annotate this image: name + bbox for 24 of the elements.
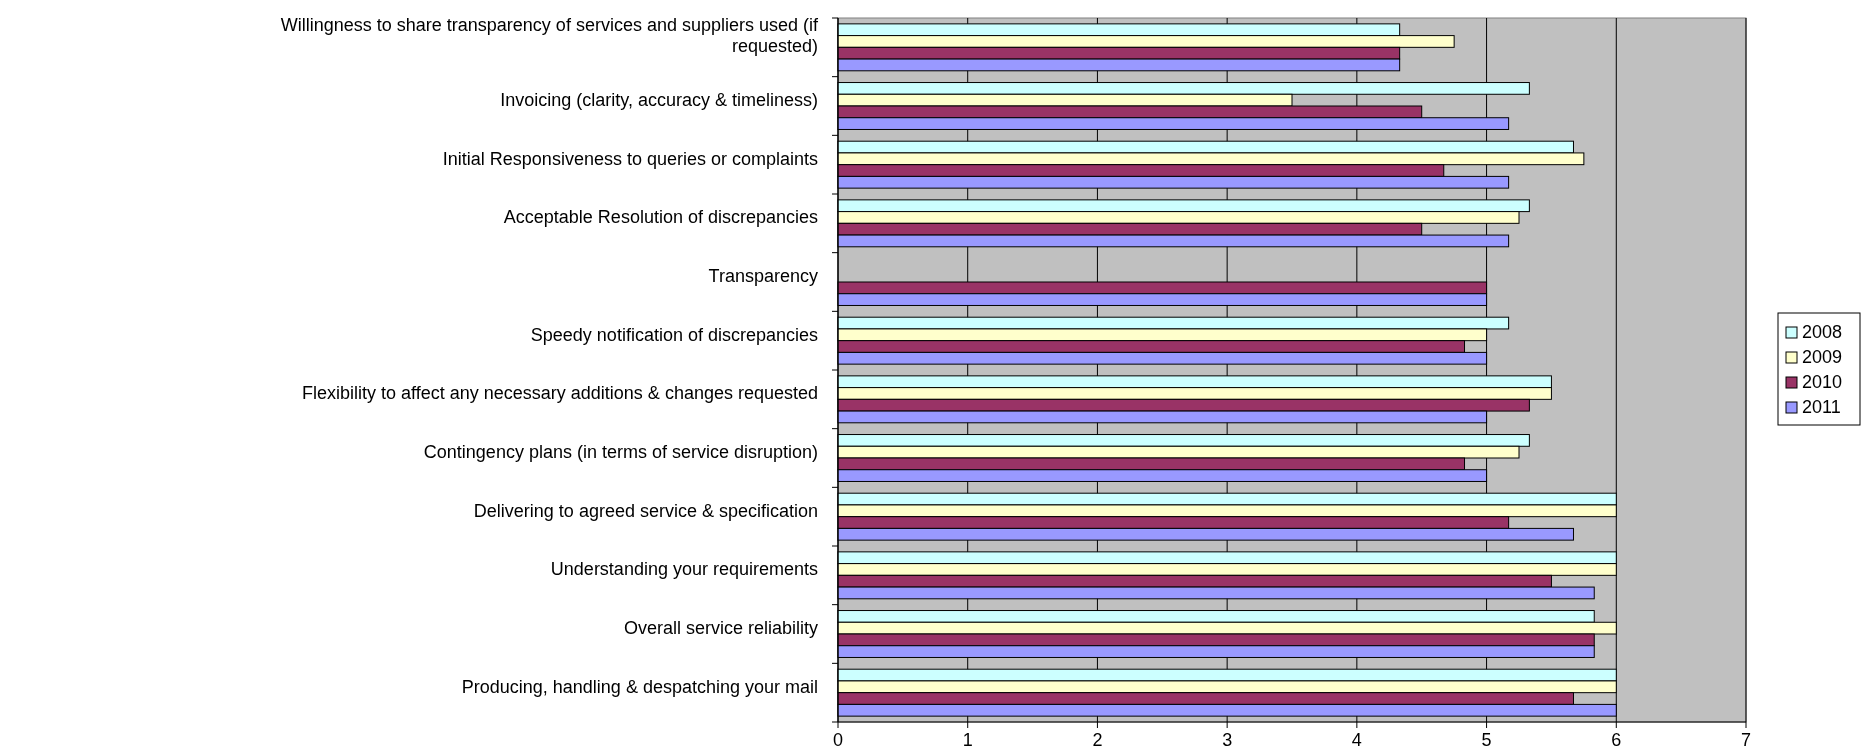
- y-tick-label: Delivering to agreed service & specification: [473, 500, 818, 521]
- y-tick-label: Speedy notification of discrepancies: [530, 324, 818, 345]
- y-tick-label: Willingness to share transparency of services and suppliers used (if requested): [280, 14, 819, 56]
- legend-label: 2009: [1802, 347, 1843, 367]
- x-tick-label: 2: [1092, 730, 1103, 750]
- y-tick-label: Initial Responsiveness to queries or complaints: [442, 148, 818, 169]
- x-tick-label: 0: [832, 730, 844, 750]
- y-tick-label: Producing, handling & despatching your mail: [461, 676, 818, 697]
- y-tick-label: Understanding your requirements: [550, 559, 818, 580]
- x-tick-label: 1: [962, 730, 973, 750]
- y-tick-label: Contingency plans (in terms of service disruption): [423, 442, 818, 462]
- y-tick-label: Invoicing (clarity, accuracy & timeliness): [500, 90, 818, 110]
- x-tick-label: 6: [1611, 730, 1622, 750]
- y-tick-label: Acceptable Resolution of discrepancies: [503, 207, 818, 228]
- y-tick-label: Transparency: [708, 266, 818, 286]
- legend-label: 2011: [1802, 397, 1841, 417]
- y-tick-label: Overall service reliability: [623, 618, 818, 638]
- y-tick-label: Flexibility to affect any necessary additions & changes requested: [302, 383, 818, 404]
- x-tick-label: 5: [1481, 730, 1492, 750]
- legend-label: 2010: [1802, 372, 1843, 392]
- legend-label: 2008: [1802, 322, 1843, 342]
- x-tick-label: 4: [1351, 730, 1362, 750]
- x-tick-label: 7: [1740, 730, 1752, 750]
- x-tick-label: 3: [1222, 730, 1233, 750]
